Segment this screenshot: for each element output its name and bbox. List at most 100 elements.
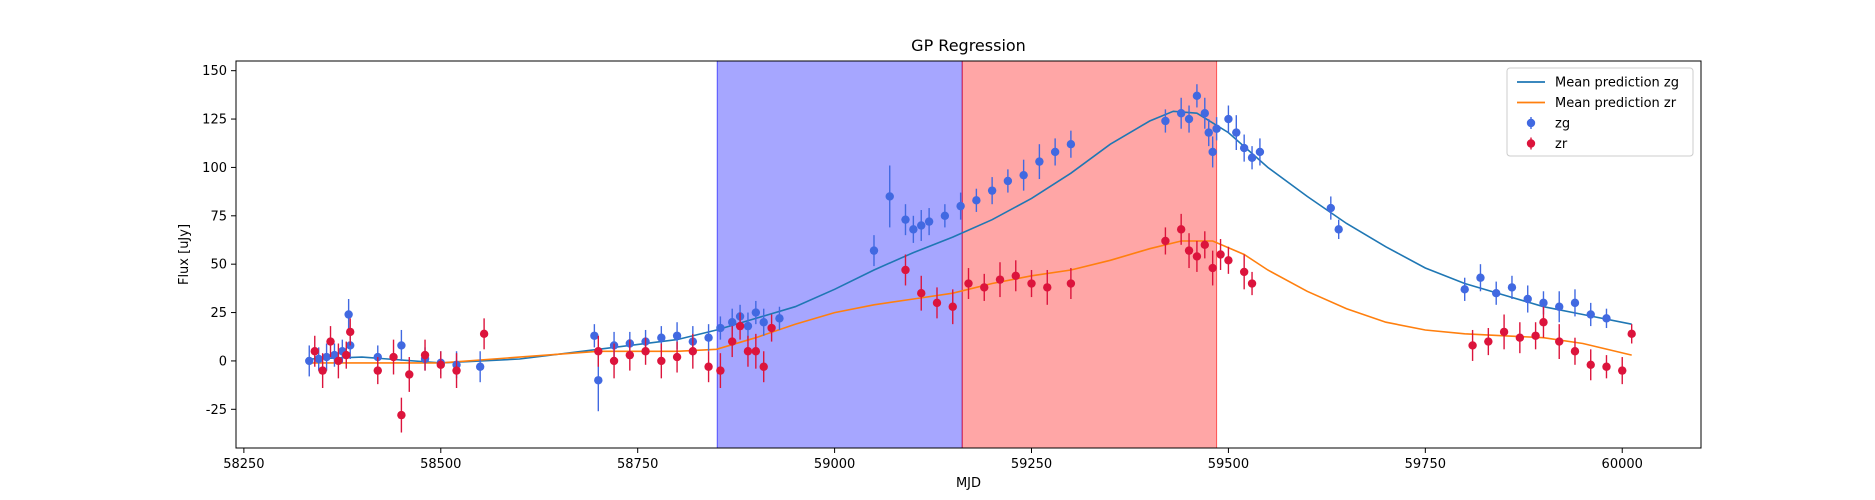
point-zr xyxy=(1216,250,1225,259)
point-zg xyxy=(1204,128,1213,137)
point-zg xyxy=(322,352,331,362)
y-axis-ticks: -25 0 25 50 75 100 125 150 xyxy=(202,64,236,418)
y-tick-label: 50 xyxy=(210,258,227,273)
x-tick-label: 59000 xyxy=(814,457,855,472)
point-zg xyxy=(1507,283,1517,292)
point-zr xyxy=(743,347,753,356)
point-zg xyxy=(704,333,713,342)
point-zr xyxy=(1570,347,1580,356)
point-zg xyxy=(1208,147,1217,157)
point-zr xyxy=(995,275,1005,284)
point-zr xyxy=(1468,341,1477,350)
point-zr xyxy=(1011,271,1020,280)
point-zr xyxy=(1184,246,1194,255)
point-zg xyxy=(1161,116,1170,126)
point-zg xyxy=(1539,298,1548,308)
point-zr xyxy=(1239,267,1249,277)
point-zr xyxy=(1043,283,1052,292)
point-zg xyxy=(987,186,997,195)
point-zg xyxy=(759,318,768,327)
point-zr xyxy=(420,350,430,360)
point-zg xyxy=(1035,157,1044,166)
point-zr xyxy=(901,265,910,275)
point-zg xyxy=(1200,109,1209,118)
point-zr xyxy=(759,362,768,371)
point-zg xyxy=(743,321,753,331)
point-zr xyxy=(1484,337,1493,346)
point-zr xyxy=(688,347,698,356)
chart-title: GP Regression xyxy=(911,36,1026,55)
point-zg xyxy=(1224,114,1233,124)
point-zr xyxy=(1247,279,1257,288)
y-tick-label: -25 xyxy=(206,403,227,418)
point-zr xyxy=(452,366,461,375)
x-tick-label: 59250 xyxy=(1011,457,1052,472)
point-zg xyxy=(1586,310,1595,319)
point-zr xyxy=(389,352,398,362)
point-zg xyxy=(1232,128,1241,137)
point-zr xyxy=(342,350,351,360)
point-zr xyxy=(641,347,650,356)
x-tick-label: 59500 xyxy=(1208,457,1249,472)
point-zg xyxy=(901,215,910,224)
y-tick-label: 100 xyxy=(202,161,227,176)
point-zg xyxy=(314,354,323,364)
point-zr xyxy=(594,347,603,356)
point-zr xyxy=(751,347,761,356)
point-zr xyxy=(980,283,989,292)
plot-frame xyxy=(235,60,1702,449)
point-zr xyxy=(932,298,942,308)
point-zg xyxy=(1555,302,1564,311)
point-zg xyxy=(1184,114,1194,124)
point-zr xyxy=(917,289,926,298)
point-zg xyxy=(751,308,761,317)
point-zg xyxy=(1176,109,1186,118)
point-zg xyxy=(1602,314,1611,323)
x-axis-ticks: 58250 58500 58750 59000 59250 59500 59750 60000 xyxy=(223,448,1643,472)
point-zg xyxy=(1334,225,1343,234)
y-tick-label: 125 xyxy=(202,113,227,128)
point-zg xyxy=(1460,285,1469,294)
point-zr xyxy=(397,410,406,420)
series-zr xyxy=(310,213,1636,433)
point-zg xyxy=(869,246,879,255)
point-zr xyxy=(625,350,635,360)
point-zg xyxy=(1247,153,1257,162)
point-zg xyxy=(1019,170,1028,180)
point-zg xyxy=(590,331,599,340)
point-zr xyxy=(346,327,355,337)
point-zr xyxy=(704,362,713,371)
point-zg xyxy=(924,217,934,226)
point-zr xyxy=(1224,256,1233,265)
point-zg xyxy=(1326,203,1336,213)
point-zg xyxy=(1492,289,1501,298)
data-points xyxy=(305,84,1636,433)
point-zr xyxy=(728,337,737,346)
point-zg xyxy=(344,310,353,319)
point-zr xyxy=(318,366,327,375)
point-zr xyxy=(1200,240,1209,250)
point-zg xyxy=(917,221,926,230)
point-zr xyxy=(609,356,619,366)
point-zg xyxy=(1239,143,1249,153)
point-zg xyxy=(1212,124,1221,133)
y-tick-label: 25 xyxy=(210,306,227,321)
point-zr xyxy=(1618,366,1627,375)
legend-swatch-point xyxy=(1526,139,1536,148)
point-zg xyxy=(1003,176,1013,186)
x-tick-label: 58250 xyxy=(223,457,264,472)
point-zr xyxy=(1176,225,1186,234)
point-zr xyxy=(1066,279,1076,288)
point-zr xyxy=(1027,279,1036,288)
point-zg xyxy=(1050,147,1060,157)
legend: Mean prediction zg Mean prediction zr zg zr xyxy=(1506,67,1694,157)
point-zr xyxy=(1192,252,1202,261)
point-zr xyxy=(657,356,666,366)
point-zg xyxy=(775,314,784,323)
point-zr xyxy=(1539,318,1548,327)
y-tick-label: 75 xyxy=(210,209,227,224)
shaded-region-1 xyxy=(716,60,963,449)
point-zg xyxy=(885,192,894,201)
point-zr xyxy=(373,366,382,375)
